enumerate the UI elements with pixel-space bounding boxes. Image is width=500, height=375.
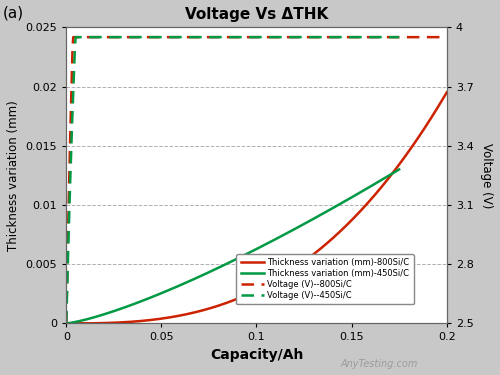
Line: Thickness variation (mm)-800Si/C: Thickness variation (mm)-800Si/C bbox=[66, 92, 446, 323]
Line: Thickness variation (mm)-450Si/C: Thickness variation (mm)-450Si/C bbox=[66, 170, 399, 323]
Voltage (V)--450Si/C bbox=[224, 35, 230, 39]
Y-axis label: Voltage (V): Voltage (V) bbox=[480, 142, 493, 208]
Thickness variation (mm)-450Si/C bbox=[222, 262, 228, 267]
Thickness variation (mm)-450Si/C bbox=[244, 252, 250, 257]
X-axis label: Capacity/Ah: Capacity/Ah bbox=[210, 348, 303, 362]
Voltage (V)--450Si/C bbox=[337, 35, 343, 39]
Voltage (V)--450Si/C bbox=[396, 35, 402, 39]
Line: Voltage (V)--450Si/C: Voltage (V)--450Si/C bbox=[66, 37, 399, 323]
Voltage (V)--450Si/C bbox=[389, 35, 395, 39]
Line: Voltage (V)--800Si/C: Voltage (V)--800Si/C bbox=[66, 37, 446, 323]
Voltage (V)--800Si/C bbox=[64, 321, 70, 326]
Thickness variation (mm)-800Si/C bbox=[161, 316, 167, 321]
Thickness variation (mm)-450Si/C bbox=[388, 172, 394, 177]
Y-axis label: Thickness variation (mm): Thickness variation (mm) bbox=[7, 100, 20, 251]
Voltage (V)--800Si/C bbox=[70, 35, 76, 39]
Text: (a): (a) bbox=[2, 6, 24, 21]
Voltage (V)--800Si/C bbox=[318, 35, 324, 39]
Voltage (V)--800Si/C bbox=[131, 35, 137, 39]
Voltage (V)--450Si/C bbox=[72, 35, 78, 39]
Voltage (V)--800Si/C bbox=[162, 35, 168, 39]
Voltage (V)--800Si/C bbox=[236, 35, 242, 39]
Voltage (V)--800Si/C bbox=[288, 35, 294, 39]
Thickness variation (mm)-450Si/C bbox=[224, 262, 230, 266]
Title: Voltage Vs ΔTHK: Voltage Vs ΔTHK bbox=[185, 7, 328, 22]
Voltage (V)--450Si/C bbox=[222, 35, 228, 39]
Thickness variation (mm)-450Si/C bbox=[396, 167, 402, 172]
Voltage (V)--450Si/C bbox=[244, 35, 250, 39]
Thickness variation (mm)-450Si/C bbox=[336, 202, 342, 207]
Thickness variation (mm)-800Si/C bbox=[64, 321, 70, 326]
Thickness variation (mm)-450Si/C bbox=[64, 321, 70, 326]
Legend: Thickness variation (mm)-800Si/C, Thickness variation (mm)-450Si/C, Voltage (V)-: Thickness variation (mm)-800Si/C, Thickn… bbox=[236, 254, 414, 304]
Thickness variation (mm)-800Si/C bbox=[318, 247, 324, 251]
Voltage (V)--800Si/C bbox=[350, 35, 356, 39]
Thickness variation (mm)-800Si/C bbox=[288, 268, 294, 273]
Thickness variation (mm)-800Si/C bbox=[236, 296, 242, 301]
Thickness variation (mm)-800Si/C bbox=[444, 90, 450, 94]
Thickness variation (mm)-800Si/C bbox=[130, 320, 136, 324]
Text: AnyTesting.com: AnyTesting.com bbox=[340, 359, 417, 369]
Voltage (V)--450Si/C bbox=[262, 35, 268, 39]
Thickness variation (mm)-800Si/C bbox=[350, 217, 356, 221]
Voltage (V)--800Si/C bbox=[444, 35, 450, 39]
Voltage (V)--450Si/C bbox=[64, 321, 70, 326]
Thickness variation (mm)-450Si/C bbox=[262, 243, 268, 247]
